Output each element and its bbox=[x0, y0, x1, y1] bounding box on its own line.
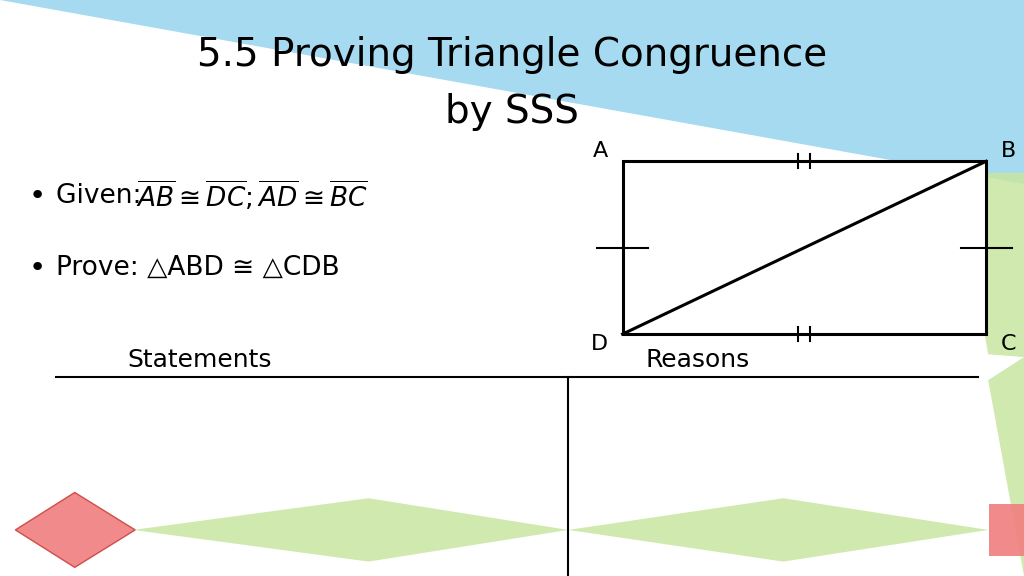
Polygon shape bbox=[15, 492, 135, 567]
Text: $\quad\quad\quad\,\overline{AB} \cong \overline{DC};\overline{AD} \cong \overlin: $\quad\quad\quad\,\overline{AB} \cong \o… bbox=[56, 179, 369, 213]
Polygon shape bbox=[957, 173, 1024, 357]
Text: by SSS: by SSS bbox=[445, 93, 579, 131]
Text: •: • bbox=[29, 254, 46, 282]
Text: Prove: △ABD ≅ △CDB: Prove: △ABD ≅ △CDB bbox=[56, 255, 340, 281]
Polygon shape bbox=[988, 357, 1024, 576]
Polygon shape bbox=[0, 0, 1024, 184]
Text: D: D bbox=[591, 334, 608, 354]
Polygon shape bbox=[568, 498, 988, 562]
Bar bbox=[623, 161, 986, 334]
Text: Statements: Statements bbox=[127, 348, 272, 372]
Bar bbox=[989, 504, 1024, 556]
Text: Reasons: Reasons bbox=[645, 348, 750, 372]
Text: C: C bbox=[1000, 334, 1016, 354]
Text: •: • bbox=[29, 182, 46, 210]
Text: B: B bbox=[1000, 141, 1016, 161]
Text: 5.5 Proving Triangle Congruence: 5.5 Proving Triangle Congruence bbox=[197, 36, 827, 74]
Text: A: A bbox=[593, 141, 608, 161]
Polygon shape bbox=[133, 498, 568, 562]
Text: Given:: Given: bbox=[56, 183, 151, 209]
